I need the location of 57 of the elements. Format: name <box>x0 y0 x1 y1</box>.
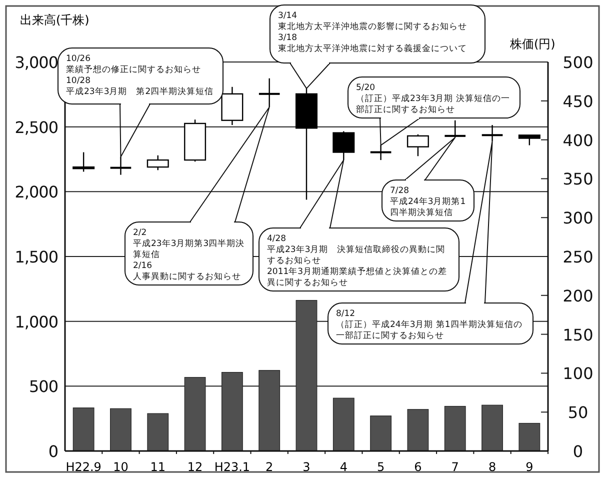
y-tick-label: 1,000 <box>14 312 58 332</box>
y2-tick-label: 150 <box>562 325 594 344</box>
candlestick <box>444 120 466 138</box>
y2-tick-label: 50 <box>568 403 588 422</box>
bar <box>147 413 169 452</box>
annotation: 2/2 平成23年3月期第3四半期決算短信 2/16 人事異動に関するお知らせ <box>133 228 245 282</box>
candlestick <box>72 152 95 172</box>
annotation: 4/28 平成23年3月期 決算短信取締役の異動に関するお知らせ 2011年3月期通期業績予想値と決算値との差異に関するお知らせ <box>267 234 448 288</box>
x-tick-label: 2 <box>266 460 274 474</box>
candlestick <box>110 156 132 176</box>
y-tick-label: 2,500 <box>14 118 58 137</box>
y2-axis-title: 株価(円) <box>509 37 556 51</box>
y2-tick-label: 100 <box>562 364 594 384</box>
annotation: 8/12 （訂正）平成24年3月期 第1四半期決算短信の一部訂正に関するお知らせ <box>336 308 522 341</box>
x-tick-label: 11 <box>150 460 166 474</box>
x-tick-label: H22.9 <box>66 460 102 474</box>
y-tick-label: 1,500 <box>14 248 58 266</box>
y-tick-label: 2,000 <box>14 182 58 202</box>
y2-tick-label: 350 <box>562 170 594 189</box>
annotation: 7/28 平成24年3月期第1四半期決算短信 <box>390 186 466 218</box>
candlestick <box>146 154 169 171</box>
x-tick-label: 5 <box>376 460 385 474</box>
x-tick-label: 10 <box>113 460 128 474</box>
y2-tick-label: 400 <box>562 130 594 150</box>
bar <box>110 408 132 452</box>
bar <box>72 408 94 452</box>
x-tick-label: 9 <box>526 460 534 474</box>
y-tick-label: 500 <box>28 377 58 396</box>
candlestick <box>406 134 429 157</box>
y2-tick-label: 0 <box>572 442 584 461</box>
y2-tick-label: 300 <box>562 208 594 228</box>
y2-tick-label: 200 <box>562 286 594 306</box>
x-tick-label: 7 <box>451 460 459 474</box>
bar <box>482 404 503 452</box>
bar <box>332 398 354 452</box>
candlestick <box>258 78 280 108</box>
y2-tick-label: 500 <box>562 53 594 72</box>
candlestick <box>370 144 392 161</box>
x-tick-label: H23.1 <box>214 460 250 474</box>
x-tick-label: 8 <box>488 460 496 474</box>
y-tick-label: 3,000 <box>14 53 58 72</box>
y-axis-title: 出来高(千株) <box>20 13 90 27</box>
y2-tick-label: 250 <box>562 248 594 266</box>
x-tick-label: 12 <box>187 460 203 474</box>
bar <box>407 409 429 452</box>
y2-tick-label: 450 <box>562 92 594 111</box>
annotation: 5/20 （訂正）平成23年3月期 決算短信の一部訂正に関するお知らせ <box>356 82 510 115</box>
bar <box>518 422 540 452</box>
annotation: 10/26 業績予想の修正に関するお知らせ 10/28 平成23年3月期 第2四半期決算短信 <box>66 54 214 97</box>
bar <box>370 416 392 452</box>
candlestick <box>482 124 503 142</box>
x-tick-label: 6 <box>414 460 422 474</box>
y-tick-label: 0 <box>48 442 58 461</box>
x-tick-label: 4 <box>340 460 348 474</box>
x-tick-label: 3 <box>302 460 310 474</box>
bar <box>444 406 466 452</box>
candlestick <box>332 130 355 161</box>
